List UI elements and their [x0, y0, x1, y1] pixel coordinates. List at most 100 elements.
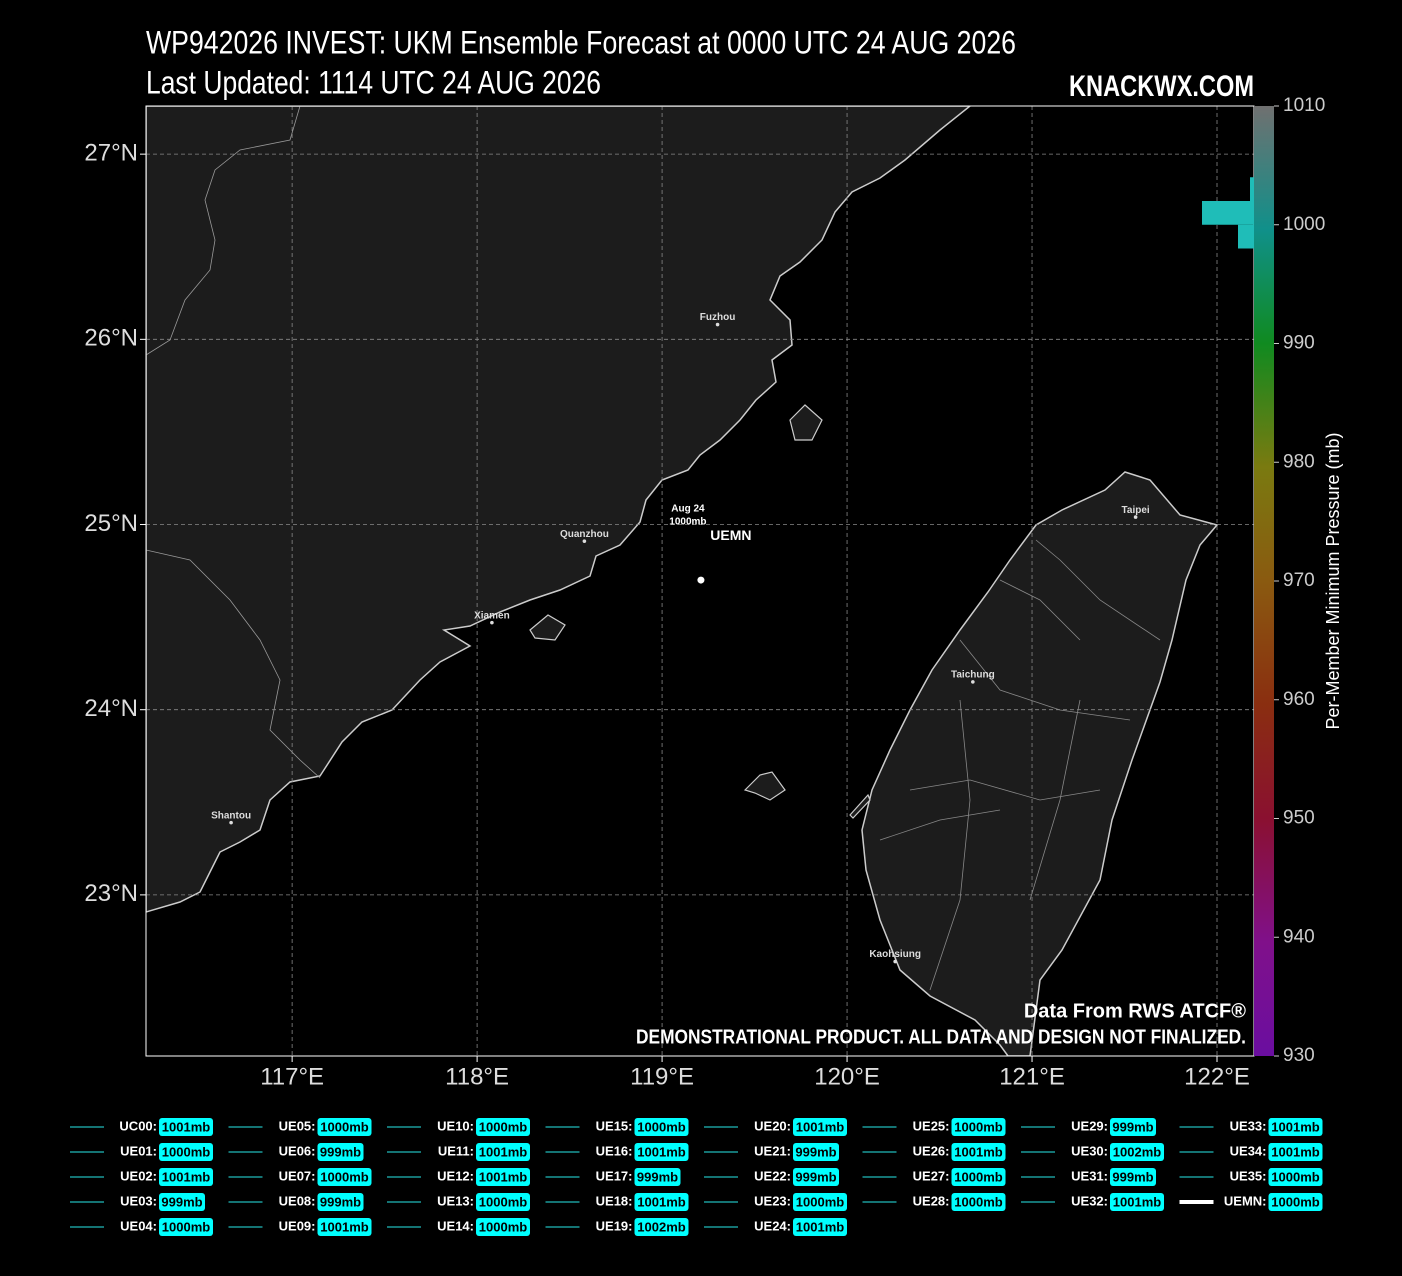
legend-name: UE24:: [754, 1218, 791, 1233]
province-border: [146, 106, 321, 779]
legend-name: UE06:: [279, 1143, 316, 1158]
legend-value-box: [476, 1143, 530, 1161]
legend-value-box: [1268, 1168, 1323, 1186]
legend-value-box: [634, 1193, 689, 1211]
legend-value-box: [317, 1118, 372, 1136]
legend-value-box: [159, 1118, 213, 1136]
legend-name: UE09:: [279, 1218, 316, 1233]
legend-value-box: [951, 1193, 1006, 1211]
legend-value: 1001mb: [479, 1144, 527, 1159]
colorbar-label: Per-Member Minimum Pressure (mb): [1323, 432, 1343, 729]
legend-value: 1000mb: [479, 1194, 527, 1209]
legend-value: 1001mb: [637, 1194, 685, 1209]
legend-value: 1001mb: [1271, 1144, 1319, 1159]
lon-tick-label: 119°E: [630, 1063, 694, 1090]
colorbar-tick-label: 960: [1283, 689, 1315, 710]
city-dot: [229, 820, 233, 825]
legend-value: 1001mb: [954, 1144, 1002, 1159]
legend-value-box: [793, 1118, 847, 1136]
legend-value-box: [159, 1168, 213, 1186]
legend-name: UE25:: [913, 1118, 950, 1133]
legend-value: 1000mb: [479, 1219, 527, 1234]
legend-value: 1000mb: [479, 1119, 527, 1134]
legend-name: UE27:: [913, 1168, 950, 1183]
legend-value-box: [1110, 1193, 1164, 1211]
city-dot: [971, 680, 975, 684]
legend-value-box: [793, 1143, 839, 1161]
legend-value: 999mb: [795, 1144, 836, 1159]
legend-name: UE29:: [1071, 1118, 1108, 1133]
legend-value-box: [1268, 1143, 1323, 1161]
legend-name: UE11:: [438, 1143, 474, 1158]
legend-value: 1000mb: [637, 1119, 685, 1134]
legend-value: 1000mb: [954, 1194, 1002, 1209]
legend-value-box: [1268, 1193, 1323, 1211]
legend-name: UE34:: [1230, 1143, 1267, 1158]
legend-name: UE07:: [279, 1168, 316, 1183]
legend-value-box: [1110, 1168, 1156, 1186]
legend-value: 1002mb: [637, 1219, 685, 1234]
legend-value-box: [476, 1193, 530, 1211]
colorbar-tick-label: 1010: [1283, 95, 1325, 116]
legend-value: 1001mb: [162, 1119, 210, 1134]
pressure-histogram-bar: [1238, 224, 1254, 249]
legend-value: 1000mb: [320, 1169, 368, 1184]
legend-name: UEMN:: [1224, 1193, 1267, 1208]
legend-value-box: [634, 1118, 689, 1136]
legend-value: 1001mb: [479, 1169, 527, 1184]
island: [789, 404, 823, 441]
disclaimer: DEMONSTRATIONAL PRODUCT. ALL DATA AND DE…: [636, 1026, 1246, 1048]
legend-value: 999mb: [795, 1169, 836, 1184]
legend-value: 999mb: [320, 1194, 361, 1209]
legend-value: 1001mb: [162, 1169, 210, 1184]
legend-value: 1001mb: [1271, 1119, 1319, 1134]
lat-tick-label: 26°N: [84, 325, 138, 352]
city-label: Kaohsiung: [869, 949, 921, 960]
city-label: Fuzhou: [700, 312, 736, 323]
colorbar-tick-label: 970: [1283, 570, 1315, 591]
storm-pressure: 1000mb: [669, 517, 706, 528]
legend-value-box: [476, 1118, 530, 1136]
lon-tick-label: 120°E: [814, 1063, 880, 1090]
city-label: Quanzhou: [560, 529, 609, 540]
lat-tick-label: 27°N: [84, 139, 138, 166]
colorbar-tick-label: 980: [1283, 451, 1315, 472]
legend-value-box: [159, 1193, 205, 1211]
legend-name: UE05:: [279, 1118, 316, 1133]
city-dot: [893, 959, 897, 964]
colorbar-tick-label: 930: [1283, 1045, 1315, 1066]
legend-value-box: [1268, 1118, 1323, 1136]
lon-tick-label: 122°E: [1184, 1063, 1250, 1090]
legend-value-box: [793, 1168, 839, 1186]
legend-value-box: [317, 1218, 372, 1236]
legend-value: 999mb: [161, 1194, 202, 1209]
legend-value: 1002mb: [1113, 1144, 1161, 1159]
storm-date: Aug 24: [671, 504, 705, 515]
legend-value-box: [951, 1143, 1006, 1161]
legend-name: UE16:: [596, 1143, 633, 1158]
axis-layer: 23°N 24°N 25°N 26°N 27°N 117°E 118°E 119°E 120°E…: [84, 106, 1254, 1090]
legend-value: 1000mb: [162, 1144, 210, 1159]
colorbar-tick-label: 950: [1283, 808, 1315, 829]
storm-position: [697, 576, 705, 584]
legend-name: UE28:: [913, 1193, 950, 1208]
colorbar: [1254, 106, 1274, 1056]
legend-value-box: [634, 1168, 681, 1186]
legend-name: UE14:: [437, 1218, 474, 1233]
legend-value-box: [793, 1193, 847, 1211]
legend-value-box: [317, 1143, 364, 1161]
legend-name: UE33:: [1230, 1118, 1267, 1133]
brand: KNACKWX.COM: [1069, 70, 1254, 103]
legend-value-box: [634, 1218, 689, 1236]
pressure-histogram-bar: [1202, 201, 1254, 225]
legend-name: UE20:: [754, 1118, 791, 1133]
city-dot: [715, 322, 720, 327]
island: [849, 793, 871, 819]
legend-name: UE17:: [596, 1168, 633, 1183]
colorbar-tick-label: 1000: [1283, 214, 1325, 235]
credit: Data From RWS ATCF®: [1024, 1000, 1246, 1022]
legend-value-box: [317, 1193, 364, 1211]
legend-value: 1001mb: [637, 1144, 685, 1159]
legend-value-box: [793, 1218, 847, 1236]
